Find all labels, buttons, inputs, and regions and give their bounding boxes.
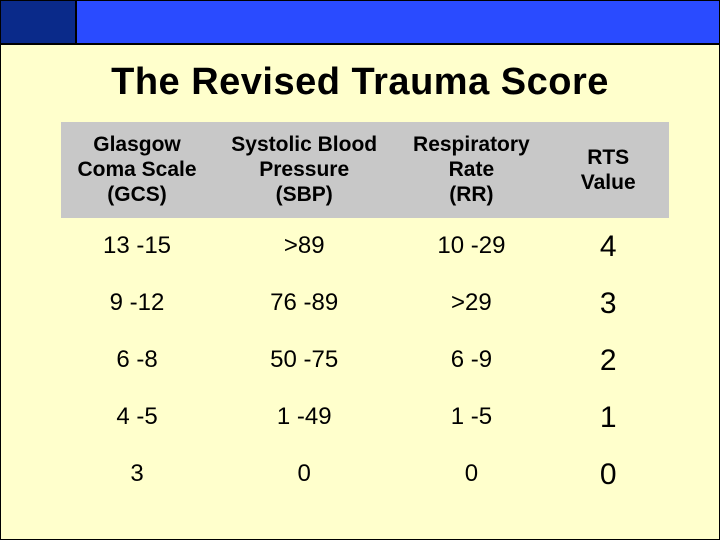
cell-rr: 10 -29	[395, 218, 547, 275]
cell-sbp: >89	[213, 218, 395, 275]
cell-gcs: 3	[61, 446, 213, 503]
cell-rr: 1 -5	[395, 389, 547, 446]
cell-gcs: 4 -5	[61, 389, 213, 446]
table-row: 6 -8 50 -75 6 -9 2	[61, 332, 669, 389]
table-row: 13 -15 >89 10 -29 4	[61, 218, 669, 275]
col-header-sbp: Systolic BloodPressure(SBP)	[213, 122, 395, 218]
table-container: GlasgowComa Scale(GCS) Systolic BloodPre…	[1, 122, 719, 503]
table-row: 9 -12 76 -89 >29 3	[61, 275, 669, 332]
cell-gcs: 6 -8	[61, 332, 213, 389]
top-bar-left	[1, 1, 77, 43]
cell-sbp: 76 -89	[213, 275, 395, 332]
cell-gcs: 9 -12	[61, 275, 213, 332]
cell-rr: 0	[395, 446, 547, 503]
col-header-rts: RTSValue	[547, 122, 669, 218]
cell-rts: 4	[547, 218, 669, 275]
table-header-row: GlasgowComa Scale(GCS) Systolic BloodPre…	[61, 122, 669, 218]
cell-sbp: 1 -49	[213, 389, 395, 446]
cell-rr: 6 -9	[395, 332, 547, 389]
top-bar-right	[77, 1, 719, 43]
cell-rr: >29	[395, 275, 547, 332]
page-title: The Revised Trauma Score	[1, 61, 719, 104]
col-header-rr: RespiratoryRate(RR)	[395, 122, 547, 218]
cell-sbp: 0	[213, 446, 395, 503]
col-header-gcs: GlasgowComa Scale(GCS)	[61, 122, 213, 218]
table-row: 4 -5 1 -49 1 -5 1	[61, 389, 669, 446]
table-row: 3 0 0 0	[61, 446, 669, 503]
cell-rts: 2	[547, 332, 669, 389]
cell-gcs: 13 -15	[61, 218, 213, 275]
cell-rts: 1	[547, 389, 669, 446]
top-bar	[1, 1, 719, 45]
cell-rts: 3	[547, 275, 669, 332]
cell-rts: 0	[547, 446, 669, 503]
rts-table: GlasgowComa Scale(GCS) Systolic BloodPre…	[61, 122, 669, 503]
cell-sbp: 50 -75	[213, 332, 395, 389]
